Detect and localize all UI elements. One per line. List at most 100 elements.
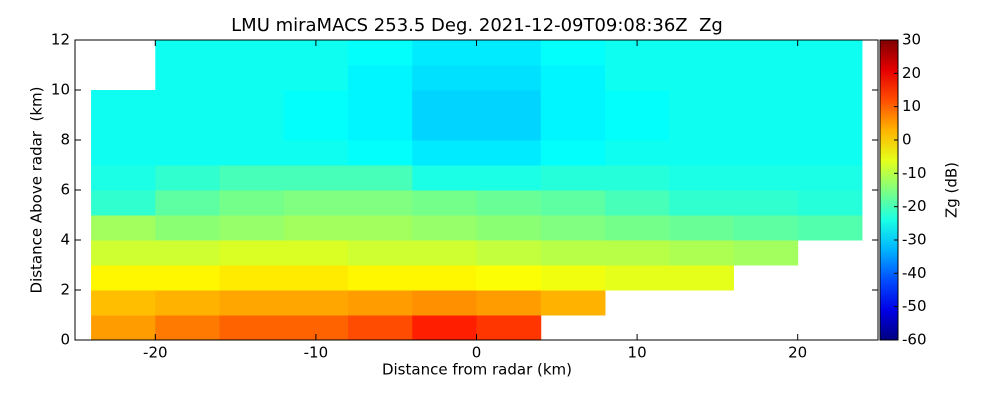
cell — [669, 240, 734, 266]
cell — [348, 65, 413, 91]
cell — [733, 40, 799, 66]
cell — [348, 265, 413, 291]
cell — [412, 240, 477, 266]
cell — [476, 215, 542, 241]
colorbar-tick-label: 0 — [902, 131, 912, 149]
cell — [540, 240, 606, 266]
cell — [476, 265, 542, 291]
cell — [348, 165, 413, 191]
cell — [91, 190, 156, 216]
cell — [540, 215, 606, 241]
colorbar-tick-label: 30 — [902, 31, 921, 49]
cell — [540, 90, 606, 116]
cell — [797, 90, 863, 116]
cell — [412, 190, 477, 216]
cell — [412, 265, 477, 291]
cell — [283, 190, 349, 216]
cell — [283, 65, 349, 91]
x-axis-label: Distance from radar (km) — [382, 361, 572, 379]
y-tick-label: 0 — [60, 331, 70, 349]
cell — [604, 265, 670, 291]
cell — [733, 140, 799, 166]
cell — [348, 140, 413, 166]
cell — [283, 140, 349, 166]
colorbar-tick-label: -20 — [902, 197, 927, 215]
colorbar-tick-label: -40 — [902, 264, 927, 282]
cell — [348, 190, 413, 216]
cell — [733, 215, 799, 241]
cell — [219, 90, 285, 116]
colorbar-tick-label: -50 — [902, 297, 927, 315]
cell — [283, 90, 349, 116]
cell — [283, 165, 349, 191]
colorbar — [879, 39, 899, 341]
cell — [412, 115, 477, 141]
cell — [412, 290, 477, 316]
cell — [476, 140, 542, 166]
cell — [733, 165, 799, 191]
cell — [412, 165, 477, 191]
y-tick-label: 6 — [60, 181, 70, 199]
cell — [155, 240, 221, 266]
cell — [733, 190, 799, 216]
cell — [219, 215, 285, 241]
cell — [348, 215, 413, 241]
cell — [669, 140, 734, 166]
cell — [283, 290, 349, 316]
cell — [91, 165, 156, 191]
cell — [797, 40, 863, 66]
cell — [604, 140, 670, 166]
x-tick-label: -10 — [304, 344, 329, 362]
x-tick-label: -20 — [143, 344, 168, 362]
cell — [669, 190, 734, 216]
cell — [348, 90, 413, 116]
x-tick-label: 10 — [628, 344, 647, 362]
cell — [219, 115, 285, 141]
cell — [155, 190, 221, 216]
cell — [155, 165, 221, 191]
cell — [476, 165, 542, 191]
cell — [155, 115, 221, 141]
y-tick-label: 12 — [51, 31, 70, 49]
cell — [155, 315, 221, 341]
cell — [604, 215, 670, 241]
cell — [476, 65, 542, 91]
cell — [540, 65, 606, 91]
colorbar-tick-label: -10 — [902, 164, 927, 182]
cell — [219, 240, 285, 266]
cell — [669, 115, 734, 141]
cell — [219, 290, 285, 316]
cell — [476, 115, 542, 141]
y-tick-label: 2 — [60, 281, 70, 299]
cell — [155, 40, 221, 66]
cell — [91, 90, 156, 116]
colorbar-tick-label: -60 — [902, 331, 927, 349]
cell — [412, 215, 477, 241]
cell — [669, 90, 734, 116]
cell — [669, 65, 734, 91]
cell — [540, 140, 606, 166]
cell — [476, 90, 542, 116]
colorbar-tick-label: 10 — [902, 97, 921, 115]
cell — [91, 240, 156, 266]
cell — [348, 115, 413, 141]
cell — [219, 165, 285, 191]
cell — [604, 240, 670, 266]
cell — [348, 240, 413, 266]
cell — [797, 190, 863, 216]
cell — [348, 315, 413, 341]
cell — [669, 215, 734, 241]
cell — [91, 140, 156, 166]
cell — [604, 165, 670, 191]
y-tick-label: 8 — [60, 131, 70, 149]
cell — [540, 290, 606, 316]
cell — [540, 190, 606, 216]
colorbar-label: Zg (dB) — [943, 162, 961, 218]
cell — [797, 165, 863, 191]
cell — [540, 40, 606, 66]
cell — [155, 290, 221, 316]
cell — [283, 265, 349, 291]
cell — [348, 290, 413, 316]
cell — [91, 215, 156, 241]
